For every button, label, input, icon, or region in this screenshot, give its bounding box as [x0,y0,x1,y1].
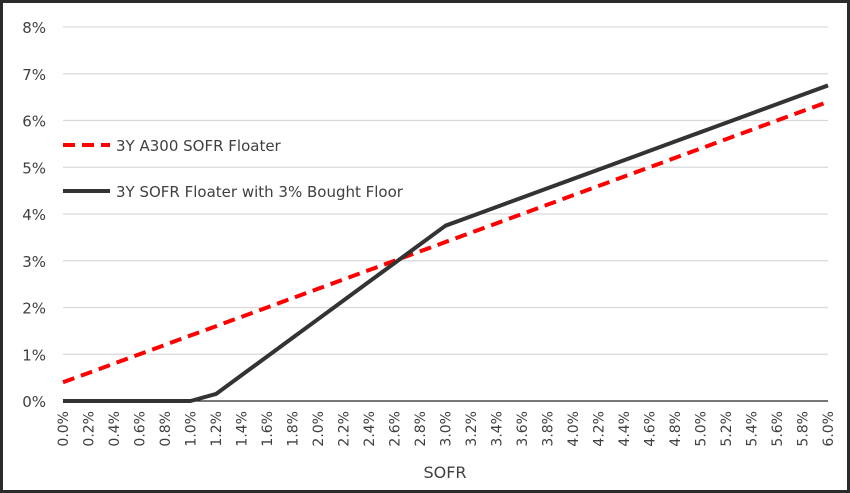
x-tick-label: 5.6% [770,411,786,447]
x-tick-label: 4.8% [668,411,684,447]
x-tick-label: 2.0% [311,411,327,447]
y-tick-label: 3% [22,253,46,271]
x-tick-label: 0.4% [107,411,123,447]
x-tick-label: 4.0% [566,411,582,447]
series-floater-with-floor [63,83,829,403]
y-tick-label: 4% [22,206,46,224]
x-tick-label: 4.6% [643,411,659,447]
series-lines [62,83,829,403]
y-tick-label: 6% [22,113,46,131]
x-tick-label: 3.6% [515,411,531,447]
x-tick-label: 6.0% [821,411,837,447]
x-tick-label: 3.8% [541,411,557,447]
x-tick-label: 1.8% [286,411,302,447]
y-tick-label: 0% [22,393,46,411]
x-tick-label: 4.4% [617,411,633,447]
x-tick-label: 0.2% [82,411,98,447]
x-tick-label: 1.4% [235,411,251,447]
y-tick-label: 2% [22,300,46,318]
x-tick-label: 5.2% [719,411,735,447]
x-tick-label: 5.0% [694,411,710,447]
x-tick-label: 1.0% [184,411,200,447]
y-tick-label: 8% [22,19,46,37]
x-tick-label: 2.8% [413,411,429,447]
x-tick-label: 5.4% [745,411,761,447]
y-tick-label: 7% [22,66,46,84]
x-tick-label: 0.0% [56,411,72,447]
x-tick-label: 2.6% [388,411,404,447]
legend-label: 3Y A300 SOFR Floater [116,137,282,155]
x-tick-label: 1.2% [209,411,225,447]
x-tick-label: 0.8% [158,411,174,447]
x-axis-title: SOFR [423,463,466,482]
x-tick-label: 4.2% [592,411,608,447]
x-tick-label: 3.2% [464,411,480,447]
y-tick-label: 1% [22,346,46,364]
x-tick-label: 2.2% [337,411,353,447]
gridlines [63,26,828,355]
series-a300-floater [62,99,829,385]
x-tick-label: 3.0% [439,411,455,447]
x-tick-label: 5.8% [796,411,812,447]
x-axis-ticks: 0.0% 0.2% 0.4% 0.6% 0.8% 1.0% 1.2% 1.4% 1.6% 1.8%… [56,411,837,447]
legend-label: 3Y SOFR Floater with 3% Bought Floor [116,183,404,201]
x-tick-label: 0.6% [133,411,149,447]
x-tick-label: 2.4% [362,411,378,447]
x-tick-label: 1.6% [260,411,276,447]
y-tick-label: 5% [22,159,46,177]
y-axis-ticks: 0% 1% 2% 3% 4% 5% 6% 7% 8% [22,19,46,411]
legend: 3Y A300 SOFR Floater 3Y SOFR Floater with… [63,137,404,201]
x-tick-label: 3.4% [490,411,506,447]
